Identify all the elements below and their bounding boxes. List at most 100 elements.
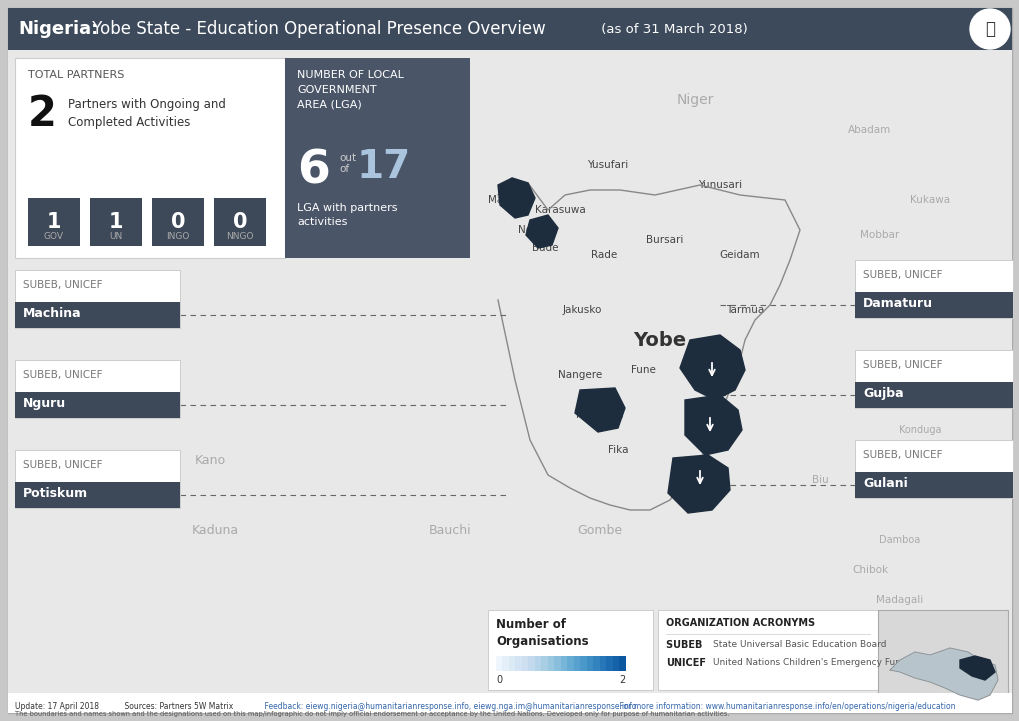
Bar (522, 656, 528, 671)
Bar (877, 610, 1007, 705)
Text: Geidam: Geidam (719, 250, 759, 260)
Text: NUMBER OF LOCAL
GOVERNMENT
AREA (LGA): NUMBER OF LOCAL GOVERNMENT AREA (LGA) (297, 70, 404, 110)
Text: Gulani: Gulani (862, 477, 907, 490)
Polygon shape (685, 395, 741, 455)
Text: Sources: Partners 5W Matrix: Sources: Partners 5W Matrix (115, 702, 233, 711)
Text: Bauchi: Bauchi (428, 523, 471, 536)
Text: 0: 0 (170, 212, 185, 232)
Text: Karasuwa: Karasuwa (534, 205, 585, 215)
Text: SUBEB, UNICEF: SUBEB, UNICEF (862, 270, 942, 280)
Text: SUBEB, UNICEF: SUBEB, UNICEF (23, 280, 102, 290)
Text: Jigawa: Jigawa (54, 363, 96, 376)
Text: Ngam: Ngam (60, 315, 90, 325)
Bar (90, 198, 142, 246)
Text: Gujba: Gujba (862, 387, 903, 400)
Text: SUBEB, UNICEF: SUBEB, UNICEF (862, 360, 942, 370)
Bar (214, 198, 266, 246)
Bar (612, 656, 619, 671)
Polygon shape (575, 388, 625, 432)
Polygon shape (680, 335, 744, 400)
Text: Kukawa: Kukawa (909, 195, 949, 205)
Text: Niger: Niger (676, 93, 713, 107)
Text: Kano: Kano (195, 454, 225, 466)
Bar (535, 656, 541, 671)
Text: Nguru: Nguru (518, 225, 549, 235)
Text: (as of 31 March 2018): (as of 31 March 2018) (596, 22, 747, 35)
Text: United Nations Children's Emergency Fund: United Nations Children's Emergency Fund (712, 658, 906, 667)
Text: 6: 6 (297, 148, 329, 193)
Text: Gulani: Gulani (676, 465, 709, 475)
Text: Machina: Machina (488, 195, 531, 205)
Text: Yunusari: Yunusari (697, 180, 742, 190)
Text: Bade: Bade (531, 243, 557, 253)
Text: 1: 1 (47, 212, 61, 232)
Polygon shape (890, 648, 997, 700)
Polygon shape (497, 178, 535, 218)
Text: Gujba: Gujba (699, 410, 730, 420)
Text: Potiskum: Potiskum (576, 410, 623, 420)
Text: The boundaries and names shown and the designations used on this map/infographic: The boundaries and names shown and the d… (15, 711, 729, 717)
Bar (580, 656, 586, 671)
Bar (15, 450, 179, 508)
Text: Gombe: Gombe (577, 523, 622, 536)
Bar (854, 382, 1012, 408)
Text: Yobe: Yobe (633, 330, 686, 350)
Text: Kaduna: Kaduna (192, 523, 238, 536)
Text: 0: 0 (495, 675, 501, 685)
Bar (487, 610, 652, 690)
Text: State Universal Basic Education Board: State Universal Basic Education Board (712, 640, 886, 649)
Text: Biu: Biu (811, 475, 827, 485)
Text: of: of (338, 164, 348, 174)
Text: Konduga: Konduga (898, 425, 941, 435)
Text: Nigeria:: Nigeria: (18, 20, 98, 38)
Bar (560, 656, 567, 671)
Text: Abadam: Abadam (848, 125, 891, 135)
Text: LGA with partners
activities: LGA with partners activities (297, 203, 397, 227)
Text: INGO: INGO (166, 232, 190, 241)
Text: SUBEB: SUBEB (665, 640, 705, 650)
Text: Yusufari: Yusufari (587, 160, 628, 170)
Text: Potiskum: Potiskum (23, 487, 88, 500)
Text: Damaturu: Damaturu (683, 360, 736, 370)
Bar (528, 656, 535, 671)
Text: 📖: 📖 (984, 20, 994, 38)
Text: Feedback: eiewg.nigeria@humanitarianresponse.info, eiewg.nga.im@humanitarianresp: Feedback: eiewg.nigeria@humanitarianresp… (255, 702, 636, 711)
Text: Ngalda: Ngalda (902, 375, 936, 385)
Text: Machina: Machina (23, 307, 82, 320)
Bar (606, 656, 612, 671)
Text: Tarmua: Tarmua (726, 305, 763, 315)
Bar (854, 260, 1012, 318)
Text: ORGANIZATION ACRONYMS: ORGANIZATION ACRONYMS (665, 618, 814, 628)
Text: Gubio: Gubio (938, 275, 969, 285)
Bar (15, 392, 179, 418)
Text: Madagali: Madagali (875, 595, 923, 605)
Text: GOV: GOV (44, 232, 64, 241)
Bar (284, 58, 470, 258)
Bar (574, 656, 580, 671)
Text: TOTAL PARTNERS: TOTAL PARTNERS (28, 70, 124, 80)
Text: Mafa: Mafa (887, 455, 912, 465)
Bar (593, 656, 599, 671)
Text: Partners with Ongoing and
Completed Activities: Partners with Ongoing and Completed Acti… (68, 98, 225, 129)
Text: Fika: Fika (607, 445, 628, 455)
Text: SUBEB, UNICEF: SUBEB, UNICEF (23, 370, 102, 380)
Text: For more information: www.humanitarianresponse.info/en/operations/nigeria/educat: For more information: www.humanitarianre… (609, 702, 955, 711)
Bar (854, 472, 1012, 498)
Text: Mobbar: Mobbar (860, 230, 899, 240)
Text: NNGO: NNGO (226, 232, 254, 241)
Text: Update: 17 April 2018: Update: 17 April 2018 (15, 702, 99, 711)
Bar (15, 482, 179, 508)
Polygon shape (526, 215, 557, 248)
Text: Askira/Uba: Askira/Uba (811, 615, 867, 625)
Text: 17: 17 (357, 148, 411, 186)
Text: 1: 1 (109, 212, 123, 232)
Bar (541, 656, 547, 671)
Polygon shape (959, 656, 994, 680)
Bar (508, 656, 515, 671)
Bar (567, 656, 574, 671)
Bar (495, 656, 502, 671)
Text: Nguru: Nguru (23, 397, 66, 410)
Text: Number of
Organisations: Number of Organisations (495, 618, 588, 648)
Bar (502, 656, 508, 671)
Bar (28, 198, 79, 246)
